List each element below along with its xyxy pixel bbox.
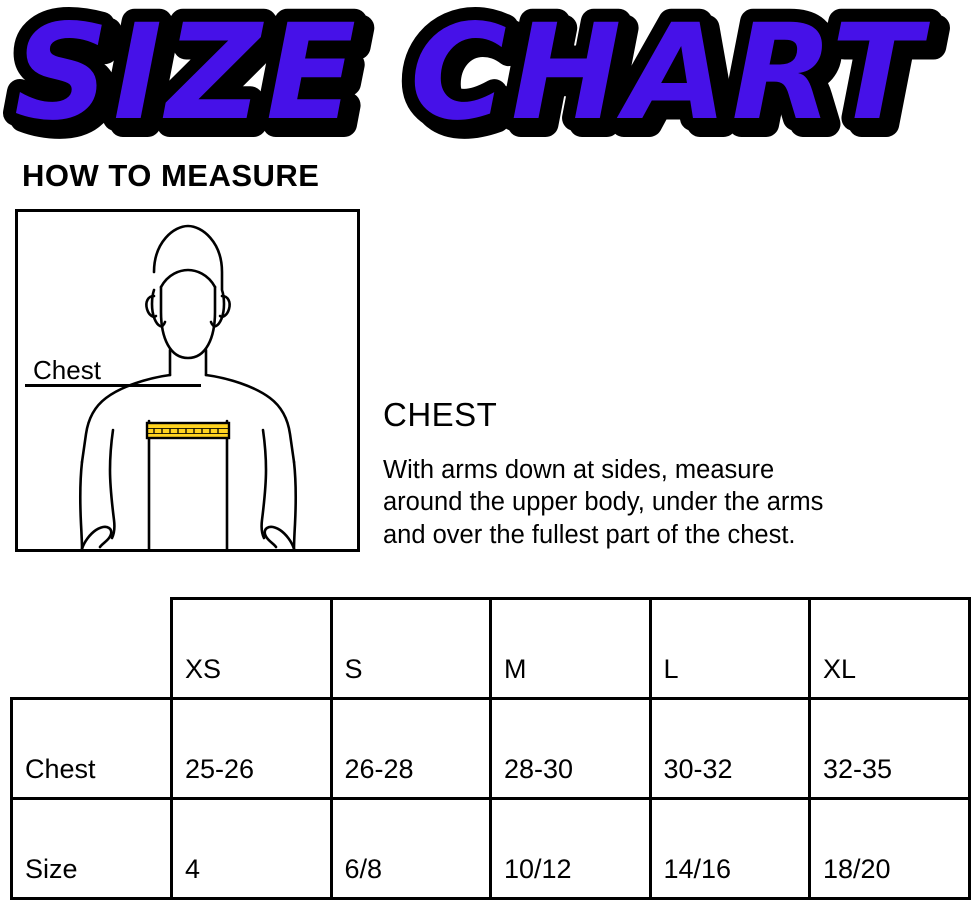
table-cell-size-l: 14/16 [648, 797, 811, 900]
chest-description-heading: CHEST [383, 396, 498, 433]
table-cell-chest-s: 26-28 [329, 697, 492, 800]
title-text: SIZE CHART [14, 0, 930, 148]
table-row: Chest 25-26 26-28 28-30 30-32 32-35 [10, 697, 971, 800]
table-row-size-label: Size [10, 797, 173, 900]
table-cell-chest-xs: 25-26 [170, 697, 333, 800]
size-chart-title-graphic: SIZE CHART SIZE CHART SIZE CHART [1, 0, 946, 148]
table-row: Size 4 6/8 10/12 14/16 18/20 [10, 797, 971, 900]
chest-description-line-1: With arms down at sides, measure [383, 456, 775, 484]
title-shadow: SIZE CHART [21, 2, 937, 148]
table-cell-size-xs: 4 [170, 797, 333, 900]
table-cell-size-xl: 18/20 [808, 797, 971, 900]
chest-callout-label: Chest [33, 355, 101, 385]
chest-description-line-2: around the upper body, under the arms [383, 488, 824, 517]
size-table: XS S M L XL Chest 25-26 26-28 28-30 30-3… [10, 597, 971, 900]
table-cell-size-s: 6/8 [329, 797, 492, 900]
table-header-l: L [648, 597, 811, 700]
how-to-measure-heading: HOW TO MEASURE [22, 158, 320, 193]
measurement-illustration-box [15, 209, 360, 552]
table-header-m: M [489, 597, 652, 700]
table-header-s: S [329, 597, 492, 700]
table-cell-size-m: 10/12 [489, 797, 652, 900]
table-header-row: XS S M L XL [12, 597, 971, 700]
chest-description-body: With arms down at sides, measure around … [383, 454, 978, 551]
table-header-blank [12, 599, 172, 699]
table-cell-chest-xl: 32-35 [808, 697, 971, 800]
page-title: SIZE CHART SIZE CHART SIZE CHART [0, 0, 978, 148]
table-cell-chest-m: 28-30 [489, 697, 652, 800]
measuring-tape [145, 421, 231, 440]
chest-description-line-3: and over the fullest part of the chest. [383, 520, 796, 549]
title-outline: SIZE CHART [14, 0, 930, 148]
table-header-xl: XL [808, 597, 971, 700]
table-cell-chest-l: 30-32 [648, 697, 811, 800]
male-torso-figure-icon [79, 224, 297, 549]
table-header-xs: XS [170, 597, 333, 700]
table-row-chest-label: Chest [10, 697, 173, 800]
chest-leader-line [25, 384, 201, 387]
